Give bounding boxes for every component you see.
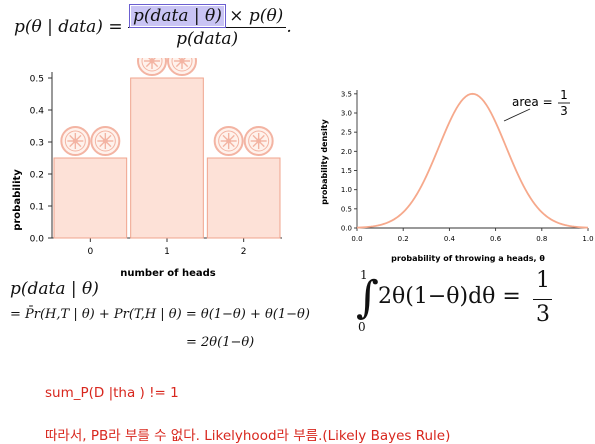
integral-upper: 1: [360, 268, 368, 282]
likelihood-line-2: = 2θ(1−θ): [186, 335, 255, 350]
bar-x-tick-label: 2: [241, 247, 247, 257]
integral-result-num: 1: [536, 268, 550, 293]
density-y-tick-label: 2.0: [341, 148, 352, 156]
integral-body: 2θ(1−θ)dθ =: [378, 284, 521, 309]
bar-y-tick-label: 0.3: [30, 139, 44, 149]
bar: [206, 157, 281, 239]
density-chart: 0.0 0.5 1.0 1.5 2.0 2.5 3.0 3.5 0.0 0.2 0.4 0.6 0.8 1…: [320, 88, 594, 263]
bar-chart-bars: [53, 77, 281, 239]
density-curve: [356, 92, 589, 229]
likelihood-line-1: = P̄r(H,T | θ) + Pr(T,H | θ) = θ(1−θ) + …: [10, 307, 310, 322]
coin-icon: [243, 126, 274, 156]
bar: [130, 77, 204, 239]
bar-chart-ylabel: probability: [12, 169, 23, 231]
bar-x-tick-label: 1: [164, 247, 170, 257]
density-chart-axes: 0.0 0.5 1.0 1.5 2.0 2.5 3.0 3.5 0.0 0.2 0.4 0.6 0.8 1…: [341, 90, 594, 243]
density-chart-ylabel: probability density: [320, 118, 329, 204]
bar-y-tick-label: 0.1: [30, 203, 44, 213]
density-y-tick-label: 3.0: [341, 110, 352, 118]
likelihood-highlight[interactable]: p(data | θ): [128, 4, 226, 28]
integral-result-bar: [533, 299, 552, 300]
bar: [53, 157, 128, 239]
bar-y-tick-label: 0.0: [30, 235, 45, 245]
density-x-tick-label: 0.6: [490, 235, 502, 243]
integral-result-den: 3: [536, 302, 550, 327]
formula-equals: =: [108, 17, 123, 37]
bar-chart: 0.0 0.1 0.2 0.3 0.4 0.5 0 1 2 number of heads pr…: [12, 58, 282, 279]
density-y-tick-label: 0.0: [341, 225, 352, 233]
bar-chart-xlabel: number of heads: [120, 268, 216, 279]
formula-denominator: p(data): [176, 29, 239, 49]
density-x-tick-label: 0.0: [351, 235, 362, 243]
formula-lhs: p(θ | data): [14, 17, 103, 37]
bar-chart-coins: [60, 58, 274, 156]
annotation-frac-num: 1: [560, 88, 568, 102]
bar-y-tick-label: 0.2: [30, 171, 44, 181]
density-y-tick-label: 3.5: [341, 90, 352, 98]
density-chart-xlabel: probability of throwing a heads, θ: [391, 254, 545, 263]
density-y-tick-label: 2.5: [341, 129, 352, 137]
integral-lower: 0: [358, 320, 366, 334]
bar-x-tick-label: 0: [87, 247, 93, 257]
formula-numerator: p(data | θ) × p(θ): [127, 4, 287, 28]
integral-expression: 1 ∫ 0 2θ(1−θ)dθ = 1 3: [352, 268, 572, 340]
likelihood-lhs: p(data | θ): [10, 279, 99, 299]
density-x-tick-label: 0.2: [398, 235, 409, 243]
bar-y-tick-label: 0.5: [30, 75, 44, 85]
note-sum: sum_P(D |tha ) != 1: [45, 385, 179, 401]
bayes-formula: p(θ | data) = p(data | θ) × p(θ) p(data)…: [14, 4, 292, 49]
density-x-tick-label: 0.8: [536, 235, 547, 243]
density-x-tick-label: 1.0: [582, 235, 593, 243]
annotation-area-label: area =: [512, 95, 553, 109]
formula-prior: × p(θ): [229, 6, 284, 26]
density-y-tick-label: 0.5: [341, 205, 352, 213]
formula-fraction: p(data | θ) × p(θ) p(data): [127, 4, 287, 49]
annotation-frac-den: 3: [560, 104, 568, 118]
density-y-tick-label: 1.5: [341, 167, 352, 175]
density-x-tick-label: 0.4: [444, 235, 456, 243]
integral-sign: ∫: [356, 272, 379, 323]
bar-y-tick-label: 0.4: [30, 107, 45, 117]
coin-icon: [60, 126, 91, 156]
density-y-tick-label: 1.0: [341, 186, 352, 194]
note-korean: 따라서, PB라 부를 수 없다. Likelyhood라 부름.(Likely…: [45, 428, 451, 444]
coin-icon: [213, 126, 244, 156]
coin-icon: [90, 126, 121, 156]
coin-icon: [167, 58, 197, 76]
coin-icon: [137, 58, 167, 76]
formula-period: .: [286, 17, 292, 37]
annotation-pointer: [503, 108, 531, 122]
